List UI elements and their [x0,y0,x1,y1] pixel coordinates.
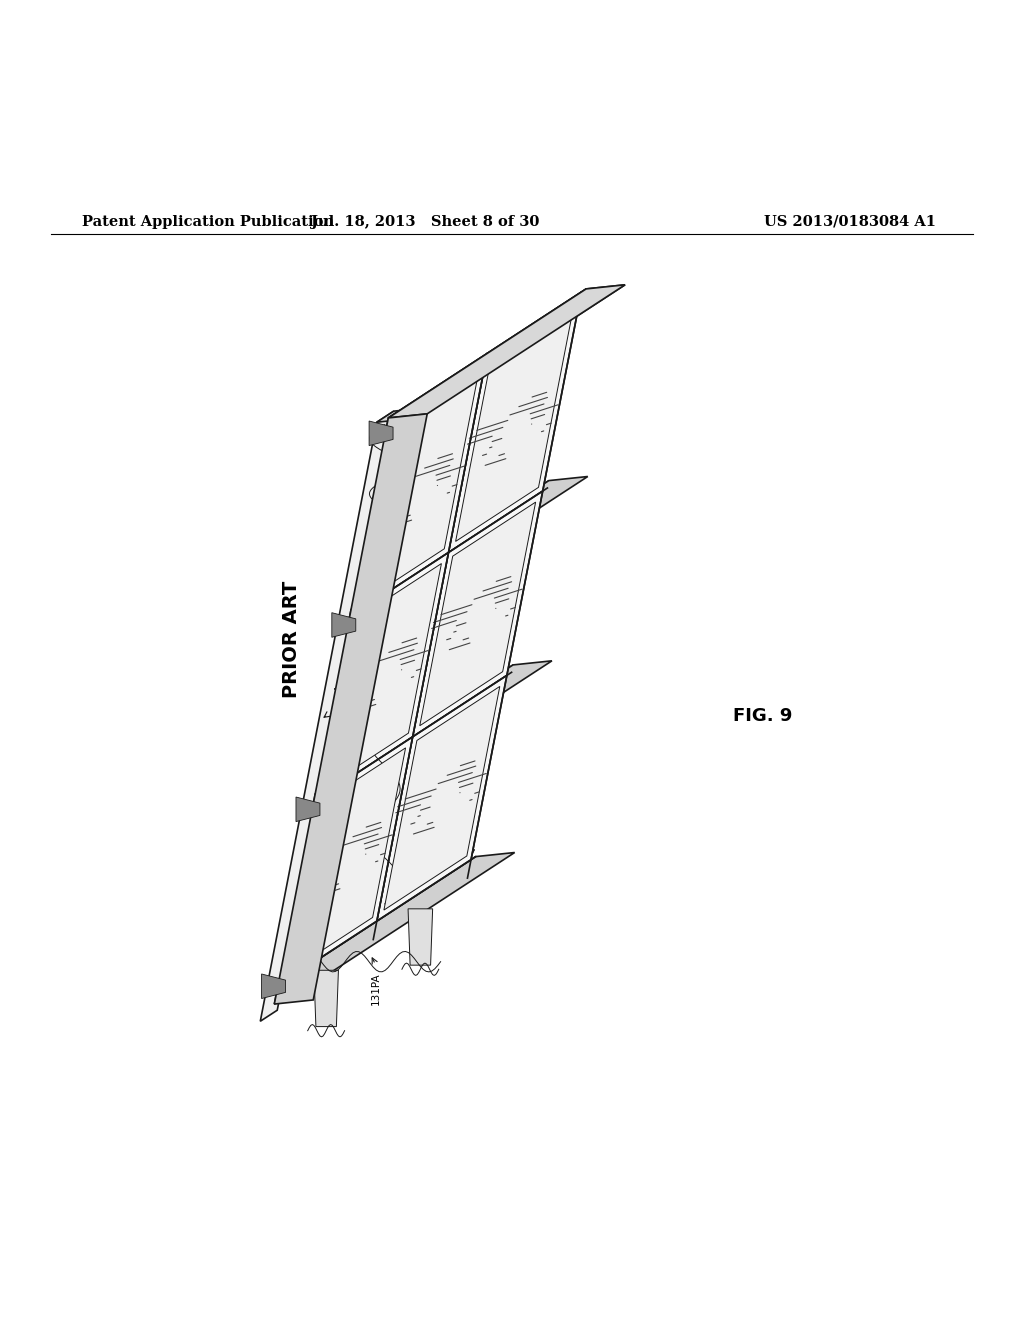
Polygon shape [283,737,413,982]
Polygon shape [274,857,476,1005]
Polygon shape [326,564,441,787]
Text: Jul. 18, 2013   Sheet 8 of 30: Jul. 18, 2013 Sheet 8 of 30 [310,215,540,228]
Polygon shape [354,368,484,614]
Polygon shape [348,480,549,624]
Text: 11PA: 11PA [361,886,388,895]
Polygon shape [351,477,588,610]
Polygon shape [296,797,319,821]
Polygon shape [388,285,625,418]
Polygon shape [332,612,355,638]
Polygon shape [369,421,393,446]
Polygon shape [313,970,338,1027]
Polygon shape [318,553,449,799]
Polygon shape [413,491,543,737]
Text: Patent Application Publication: Patent Application Publication [82,215,334,228]
Polygon shape [312,665,513,809]
Polygon shape [449,306,579,553]
Polygon shape [420,502,536,726]
Text: PRIOR ART: PRIOR ART [283,581,301,698]
Polygon shape [377,409,413,422]
Polygon shape [385,289,586,433]
Polygon shape [377,676,507,921]
Text: FIG. 9: FIG. 9 [733,708,793,725]
Polygon shape [290,748,406,972]
Polygon shape [261,974,286,998]
Polygon shape [384,686,500,909]
Polygon shape [361,379,477,603]
Polygon shape [260,411,393,1022]
Polygon shape [278,853,515,986]
Polygon shape [456,318,571,541]
Polygon shape [315,661,552,793]
Polygon shape [388,285,625,418]
Text: 132PA: 132PA [334,682,344,715]
Polygon shape [274,414,427,1005]
Text: 10PA: 10PA [359,896,385,906]
Text: 131PA: 131PA [371,973,381,1006]
Polygon shape [408,909,432,965]
Text: US 2013/0183084 A1: US 2013/0183084 A1 [764,215,936,228]
